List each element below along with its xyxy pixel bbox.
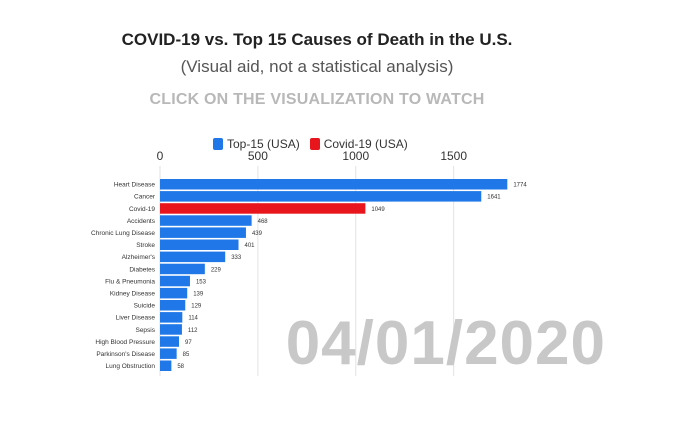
category-label: Cancer [134,194,156,201]
value-label: 333 [231,255,242,261]
x-tick-label: 0 [157,149,164,163]
bar-11[interactable] [160,312,183,323]
value-label: 1641 [487,195,501,201]
chart-subtitle: (Visual aid, not a statistical analysis) [180,57,454,76]
value-label: 439 [252,231,263,237]
bar-9[interactable] [160,287,188,299]
bar-2[interactable] [160,203,366,214]
bar-8[interactable] [160,275,190,287]
bar-4[interactable] [160,227,246,238]
bar-7[interactable] [160,263,205,275]
category-label: Chronic Lung Disease [91,230,155,237]
value-label: 139 [193,291,204,297]
category-label: Alzheimer's [122,254,156,261]
bar-15[interactable] [160,360,172,372]
category-label: Covid-19 [129,206,155,213]
watch-visualization-prompt[interactable]: CLICK ON THE VISUALIZATION TO WATCH [149,91,485,108]
bar-1[interactable] [160,191,482,202]
value-label: 153 [196,279,207,285]
bar-13[interactable] [160,336,179,347]
category-label: Lung Obstruction [105,363,155,370]
value-label: 229 [211,267,222,273]
x-tick-label: 1500 [440,149,467,163]
legend-swatch-top15 [213,138,223,150]
bar-12[interactable] [160,324,182,335]
category-label: Accidents [127,218,156,225]
legend-swatch-covid [309,138,320,150]
category-label: High Blood Pressure [95,339,155,346]
value-label: 114 [188,316,198,322]
category-label: Suicide [134,303,156,310]
value-label: 401 [245,243,256,249]
category-label: Stroke [136,242,155,249]
x-tick-label: 1000 [342,149,369,163]
bar-10[interactable] [160,300,186,311]
date-stamp: 04/01/2020 [285,309,606,378]
chart-title: COVID-19 vs. Top 15 Causes of Death in t… [121,30,513,49]
legend-label-covid: Covid-19 (USA) [323,137,408,151]
legend-item-top15[interactable]: Top-15 (USA) [213,137,300,151]
bar-14[interactable] [160,348,177,359]
bar-6[interactable] [160,251,226,263]
category-label: Kidney Disease [110,290,156,297]
bar-5[interactable] [160,239,239,251]
value-label: 112 [188,328,198,334]
category-label: Liver Disease [116,315,156,322]
category-label: Heart Disease [114,182,156,189]
legend-item-covid[interactable]: Covid-19 (USA) [309,137,408,151]
value-label: 468 [258,219,269,225]
legend: Top-15 (USA) Covid-19 (USA) [213,136,418,152]
x-tick-label: 500 [248,149,268,163]
bar-0[interactable] [160,179,508,190]
value-label: 129 [191,304,202,310]
category-label: Diabetes [129,266,155,273]
category-label: Sepsis [135,327,155,334]
bar-3[interactable] [160,215,252,226]
value-label: 58 [177,364,184,370]
value-label: 85 [183,352,190,358]
legend-label-top15: Top-15 (USA) [227,137,300,151]
value-label: 1774 [513,183,527,189]
value-label: 97 [185,340,192,346]
category-label: Flu & Pneumonia [105,278,155,285]
category-label: Parkinson's Disease [96,351,155,358]
value-label: 1049 [371,207,385,213]
